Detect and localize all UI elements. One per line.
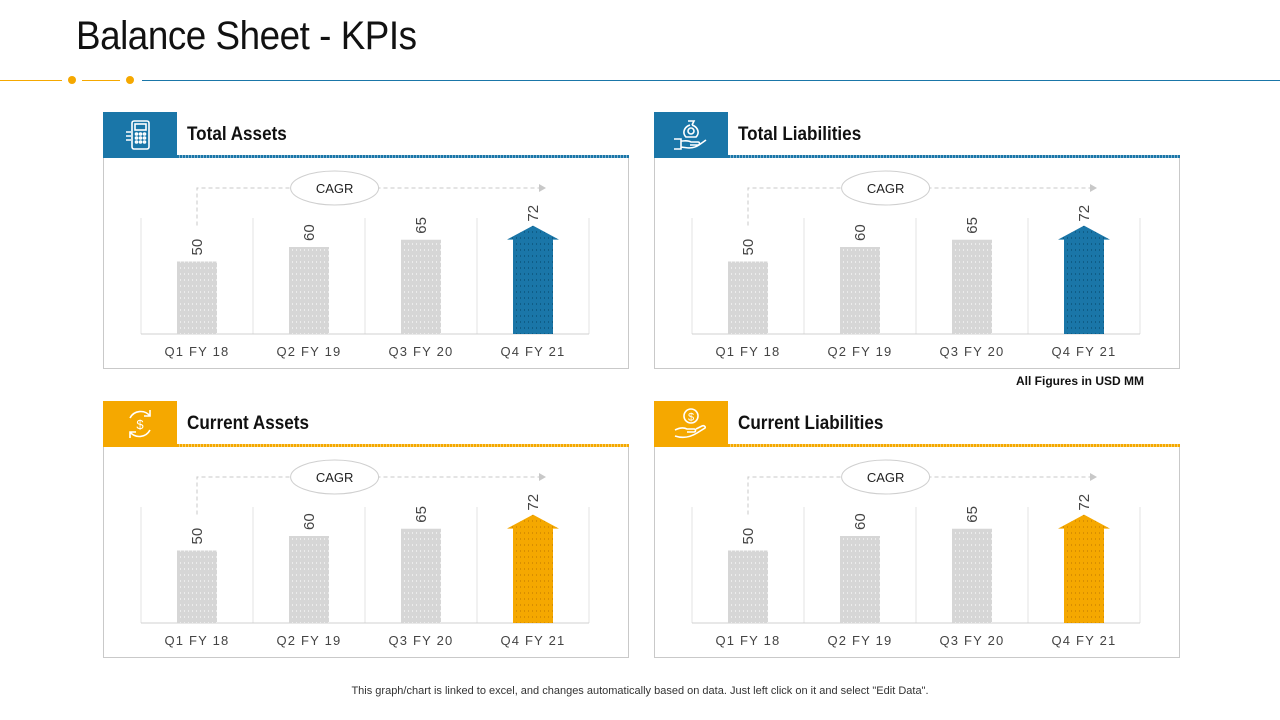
data-label: 72 [525,205,542,222]
bar-chart: 50 Q1 FY 18 60 Q2 FY 19 65 Q3 FY 20 72 Q4 FY 21… [140,459,590,648]
cagr-label: CAGR [867,470,905,485]
data-label: 50 [740,239,757,256]
data-label: 65 [964,217,981,234]
data-label: 72 [1076,205,1093,222]
data-label: 60 [852,224,869,241]
cagr-ellipse [841,170,931,206]
x-tick-label: Q2 FY 19 [276,344,341,359]
calculator-icon [103,112,177,158]
svg-text:$: $ [136,417,144,432]
cagr-arrow-line [747,187,1090,226]
bar [728,261,768,334]
x-tick-label: Q4 FY 21 [1051,344,1116,359]
bar [177,261,217,334]
bar-chart: 50 Q1 FY 18 60 Q2 FY 19 65 Q3 FY 20 72 Q4 FY 21… [691,170,1141,359]
x-tick-label: Q1 FY 18 [715,633,780,648]
bar [177,550,217,623]
cagr-arrow-head [1090,184,1097,192]
bar [952,528,992,623]
data-label: 72 [1076,494,1093,511]
chart-frame [654,447,1180,658]
bar [289,536,329,623]
data-label: 65 [964,506,981,523]
data-label: 50 [189,528,206,545]
chart-frame [103,158,629,369]
x-tick-label: Q2 FY 19 [276,633,341,648]
x-tick-label: Q4 FY 21 [500,344,565,359]
x-tick-label: Q3 FY 20 [388,633,453,648]
x-tick-label: Q4 FY 21 [500,633,565,648]
bar [401,239,441,334]
x-tick-label: Q3 FY 20 [939,633,1004,648]
cagr-arrow-head [539,184,546,192]
panel-current-assets: $ Current Assets 50 Q1 FY 18 60 Q2 FY 19 65 Q… [103,401,629,659]
x-tick-label: Q3 FY 20 [388,344,453,359]
hand-dollar-icon: $ [654,401,728,447]
panel-header-line [177,155,629,158]
panel-total-assets: Total Assets 50 Q1 FY 18 60 Q2 FY 19 65 Q3 FY… [103,112,629,370]
chart-frame [654,158,1180,369]
panel-header-line [728,444,1180,447]
panel-title: Current Liabilities [738,413,884,434]
cagr-label: CAGR [316,181,354,196]
cagr-arrow-line [196,476,539,515]
panel-current-liabilities: $ Current Liabilities 50 Q1 FY 18 60 Q2 FY … [654,401,1180,659]
bar [840,247,880,334]
bar [840,536,880,623]
cagr-ellipse [290,170,380,206]
panel-title: Total Assets [187,124,287,145]
bar [401,528,441,623]
bar-arrow [507,225,559,334]
data-label: 72 [525,494,542,511]
panel-header-line [728,155,1180,158]
bar-arrow [1058,225,1110,334]
panel-title: Current Assets [187,413,309,434]
cagr-arrow-line [196,187,539,226]
x-tick-label: Q1 FY 18 [164,344,229,359]
footer-note: This graph/chart is linked to excel, and… [351,685,929,697]
money-bag-hand-icon [654,112,728,158]
cagr-arrow-head [1090,473,1097,481]
data-label: 60 [852,513,869,530]
data-label: 65 [413,506,430,523]
cagr-arrow-head [539,473,546,481]
data-label: 50 [740,528,757,545]
data-label: 60 [301,513,318,530]
cagr-arrow-line [747,476,1090,515]
bar-arrow [1058,514,1110,623]
bar-chart: 50 Q1 FY 18 60 Q2 FY 19 65 Q3 FY 20 72 Q4 FY 21… [691,459,1141,648]
bar [289,247,329,334]
dollar-cycle-icon: $ [103,401,177,447]
x-tick-label: Q1 FY 18 [715,344,780,359]
data-label: 50 [189,239,206,256]
cagr-ellipse [841,459,931,495]
panel-header-line [177,444,629,447]
data-label: 65 [413,217,430,234]
x-tick-label: Q1 FY 18 [164,633,229,648]
cagr-label: CAGR [316,470,354,485]
x-tick-label: Q3 FY 20 [939,344,1004,359]
data-label: 60 [301,224,318,241]
svg-text:$: $ [688,412,694,424]
figures-note: All Figures in USD MM [1016,374,1145,388]
x-tick-label: Q2 FY 19 [827,633,892,648]
cagr-label: CAGR [867,181,905,196]
page-title: Balance Sheet - KPIs [76,14,417,58]
bar [728,550,768,623]
bar [952,239,992,334]
panel-title: Total Liabilities [738,124,862,145]
chart-frame [103,447,629,658]
panel-total-liabilities: Total Liabilities 50 Q1 FY 18 60 Q2 FY 19 65… [654,112,1180,370]
x-tick-label: Q2 FY 19 [827,344,892,359]
bar-arrow [507,514,559,623]
cagr-ellipse [290,459,380,495]
x-tick-label: Q4 FY 21 [1051,633,1116,648]
bar-chart: 50 Q1 FY 18 60 Q2 FY 19 65 Q3 FY 20 72 Q4 FY 21… [140,170,590,359]
